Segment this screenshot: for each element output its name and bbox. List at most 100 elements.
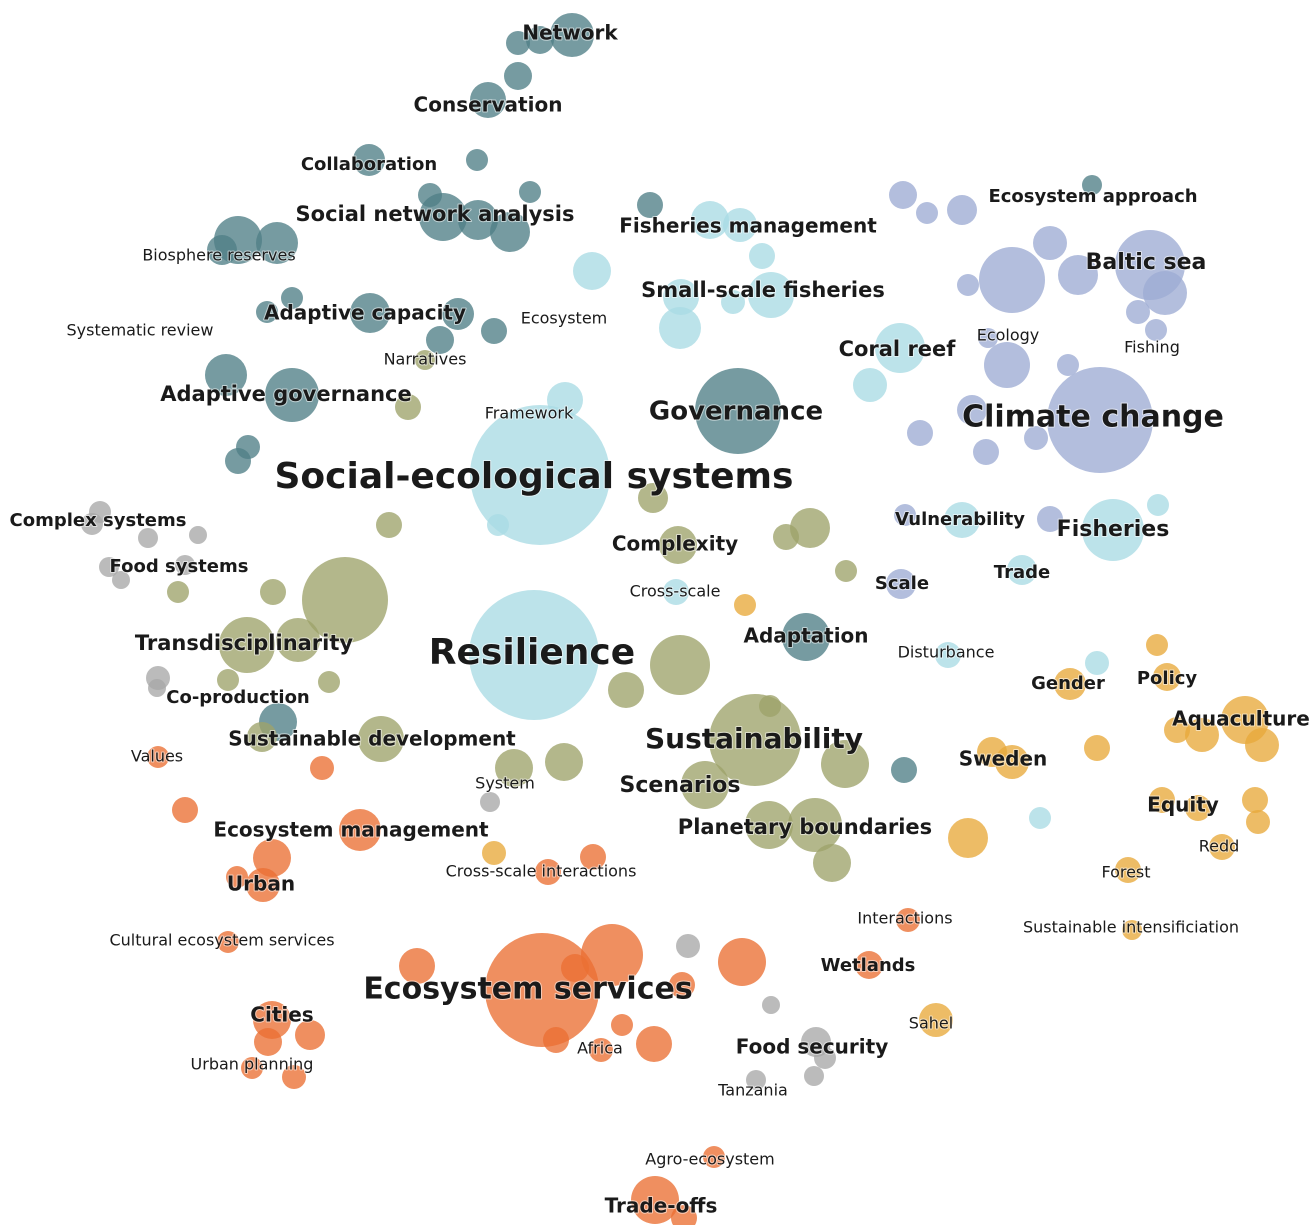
bubble-cyan xyxy=(749,243,775,269)
bubble-olive xyxy=(395,394,421,420)
keyword-label-tanzania: Tanzania xyxy=(717,1081,788,1100)
bubble-olive xyxy=(495,749,533,787)
keyword-label-framework: Framework xyxy=(485,404,574,423)
keyword-label-cities: Cities xyxy=(250,1003,313,1027)
bubble-periwinkle xyxy=(978,328,998,348)
keyword-label-sustainable-development: Sustainable development xyxy=(228,727,516,751)
bubble-gray xyxy=(189,526,207,544)
bubble-orange xyxy=(282,1065,306,1089)
keyword-label-social-ecological-systems: Social-ecological systems xyxy=(275,456,794,497)
bubble-cyan xyxy=(487,514,509,536)
keyword-label-ecosystem-approach: Ecosystem approach xyxy=(988,186,1197,207)
keyword-label-transdisciplinarity: Transdisciplinarity xyxy=(135,631,354,655)
bubble-orange xyxy=(543,1027,569,1053)
bubble-teal xyxy=(353,144,385,176)
bubble-teal xyxy=(637,192,663,218)
bubble-cyan xyxy=(663,579,689,605)
bubble-teal xyxy=(504,62,532,90)
bubble-gold xyxy=(1084,735,1110,761)
bubble-teal xyxy=(466,149,488,171)
keyword-label-resilience: Resilience xyxy=(429,632,635,673)
bubble-gray xyxy=(148,679,166,697)
bubble-teal xyxy=(426,326,454,354)
bubble-cyan xyxy=(944,502,980,538)
keyword-label-collaboration: Collaboration xyxy=(301,154,437,175)
bubble-cyan xyxy=(875,323,925,373)
keyword-label-small-scale-fisheries: Small-scale fisheries xyxy=(641,278,885,302)
bubble-periwinkle xyxy=(957,395,987,425)
bubble-gold xyxy=(1149,787,1175,813)
keyword-label-planetary-boundaries: Planetary boundaries xyxy=(678,815,932,839)
bubble-olive xyxy=(709,694,801,786)
keyword-label-values: Values xyxy=(131,747,183,766)
bubble-olive xyxy=(260,579,286,605)
bubble-periwinkle xyxy=(916,202,938,224)
keyword-label-fisheries: Fisheries xyxy=(1057,517,1170,542)
bubble-olive xyxy=(358,716,404,762)
bubble-periwinkle xyxy=(1058,255,1098,295)
bubble-periwinkle xyxy=(973,439,999,465)
bubble-cyan xyxy=(1085,651,1109,675)
bubble-orange xyxy=(217,931,239,953)
bubble-periwinkle xyxy=(1145,319,1167,341)
bubble-orange xyxy=(172,797,198,823)
keyword-label-food-security: Food security xyxy=(736,1035,889,1059)
keyword-label-biosphere-reserves: Biosphere reserves xyxy=(142,246,295,265)
bubble-orange xyxy=(631,1176,679,1224)
bubble-olive xyxy=(415,350,435,370)
bubble-gold xyxy=(1245,728,1279,762)
bubble-olive xyxy=(745,801,793,849)
bubble-gold xyxy=(1209,834,1235,860)
keyword-label-redd: Redd xyxy=(1199,837,1240,856)
bubble-orange xyxy=(295,1020,325,1050)
bubble-cyan xyxy=(573,252,611,290)
bubble-orange xyxy=(589,1038,613,1062)
bubble-cyan xyxy=(547,382,583,418)
keyword-label-climate-change: Climate change xyxy=(962,400,1224,435)
bubble-gold xyxy=(977,737,1007,767)
bubble-teal xyxy=(207,235,237,265)
keyword-label-co-production: Co-production xyxy=(166,687,310,708)
bubble-cyan xyxy=(691,201,729,239)
bubble-orange xyxy=(339,809,381,851)
bubble-cyan xyxy=(721,290,745,314)
bubble-gray xyxy=(175,555,195,575)
bubble-orange xyxy=(254,1028,282,1056)
keyword-label-sweden: Sweden xyxy=(959,747,1048,771)
keyword-label-interactions: Interactions xyxy=(857,909,952,928)
keyword-label-trade: Trade xyxy=(994,562,1050,583)
keyword-label-agro-ecosystem: Agro-ecosystem xyxy=(645,1150,774,1169)
keyword-label-policy: Policy xyxy=(1137,668,1198,689)
bubble-teal xyxy=(442,298,474,330)
bubble-orange xyxy=(896,908,920,932)
bubble-gray xyxy=(138,528,158,548)
bubble-periwinkle xyxy=(979,247,1045,313)
bubble-teal xyxy=(236,435,260,459)
bubble-olive xyxy=(835,560,857,582)
bubble-olive xyxy=(247,722,277,752)
bubble-olive xyxy=(608,672,644,708)
bubble-cyan xyxy=(1007,555,1037,585)
bubble-periwinkle xyxy=(907,420,933,446)
keyword-label-ecosystem-services: Ecosystem services xyxy=(363,972,692,1007)
bubble-orange xyxy=(718,938,766,986)
bubble-teal xyxy=(350,293,390,333)
keyword-label-sustainable-intensificiation: Sustainable intensificiation xyxy=(1023,918,1239,937)
bubble-cyan xyxy=(1082,499,1144,561)
bubble-teal xyxy=(281,287,303,309)
bubble-cyan xyxy=(470,405,610,545)
keyword-label-narratives: Narratives xyxy=(384,350,467,369)
bubble-orange xyxy=(636,1026,672,1062)
bubble-gold xyxy=(1122,920,1142,940)
bubble-orange xyxy=(241,1057,263,1079)
bubble-orange xyxy=(671,1205,697,1225)
bubble-gold xyxy=(919,1003,953,1037)
keyword-label-vulnerability: Vulnerability xyxy=(895,509,1025,530)
keyword-label-aquaculture: Aquaculture xyxy=(1172,707,1310,731)
keyword-label-fishing: Fishing xyxy=(1124,338,1180,357)
keyword-label-systematic-review: Systematic review xyxy=(67,321,214,340)
bubble-teal xyxy=(458,200,498,240)
bubble-orange xyxy=(581,924,643,986)
bubble-gold xyxy=(1146,634,1168,656)
bubble-periwinkle xyxy=(1037,506,1063,532)
